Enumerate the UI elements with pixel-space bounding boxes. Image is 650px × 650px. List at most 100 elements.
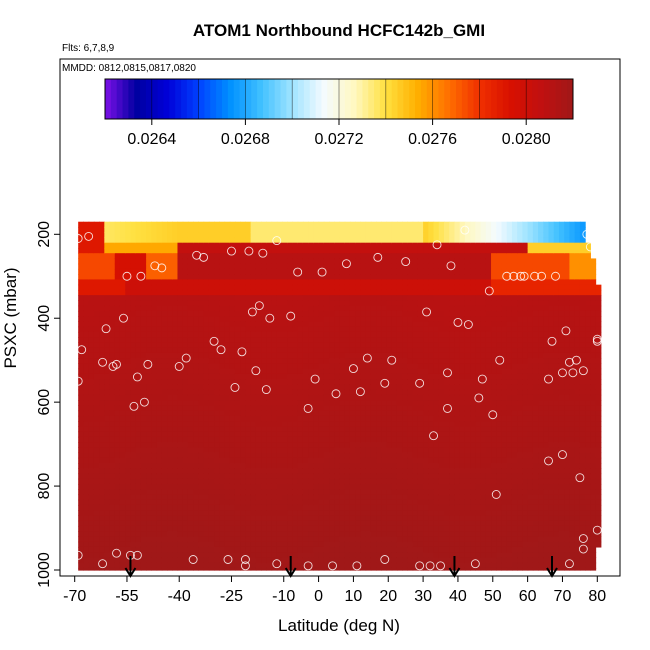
heatmap-cell bbox=[308, 379, 314, 385]
heatmap-cell bbox=[423, 300, 429, 307]
heatmap-cell bbox=[151, 279, 158, 286]
heatmap-cell bbox=[360, 289, 367, 296]
heatmap-cell bbox=[214, 258, 220, 265]
heatmap-cell bbox=[454, 363, 461, 370]
heatmap-cell bbox=[423, 247, 429, 254]
heatmap-cell bbox=[391, 389, 398, 396]
heatmap-cell bbox=[78, 305, 85, 312]
heatmap-cell bbox=[208, 305, 215, 312]
heatmap-cell bbox=[334, 253, 341, 260]
heatmap-cell bbox=[198, 268, 205, 275]
heatmap-cell bbox=[229, 536, 236, 543]
heatmap-cell bbox=[208, 247, 215, 254]
heatmap-cell bbox=[271, 515, 278, 522]
heatmap-cell bbox=[396, 342, 403, 349]
heatmap-cell bbox=[329, 373, 335, 380]
heatmap-cell bbox=[323, 337, 330, 343]
heatmap-cell bbox=[339, 415, 346, 422]
heatmap-cell bbox=[198, 525, 205, 532]
heatmap-cell bbox=[292, 442, 299, 448]
heatmap-cell bbox=[130, 494, 137, 501]
heatmap-cell bbox=[370, 494, 377, 501]
heatmap-cell bbox=[208, 489, 215, 496]
heatmap-cell bbox=[104, 515, 111, 522]
heatmap-cell bbox=[135, 268, 142, 275]
heatmap-cell bbox=[114, 284, 121, 291]
heatmap-cell bbox=[376, 316, 382, 322]
heatmap-cell bbox=[370, 342, 377, 349]
heatmap-cell bbox=[187, 326, 194, 333]
heatmap-cell bbox=[88, 483, 95, 490]
heatmap-cell bbox=[381, 463, 388, 469]
heatmap-cell bbox=[156, 400, 163, 406]
heatmap-cell bbox=[208, 337, 215, 343]
heatmap-cell bbox=[140, 321, 147, 328]
heatmap-cell bbox=[167, 305, 173, 312]
heatmap-cell bbox=[250, 263, 257, 270]
heatmap-cell bbox=[391, 310, 398, 317]
heatmap-cell bbox=[193, 405, 199, 412]
heatmap-cell bbox=[99, 352, 105, 359]
heatmap-cell bbox=[282, 436, 288, 443]
heatmap-cell bbox=[234, 468, 241, 475]
heatmap-cell bbox=[140, 457, 147, 464]
heatmap-cell bbox=[198, 316, 205, 322]
heatmap-cell bbox=[229, 253, 236, 260]
heatmap-cell bbox=[308, 510, 314, 517]
heatmap-cell bbox=[407, 389, 414, 396]
heatmap-cell bbox=[287, 483, 294, 490]
heatmap-cell bbox=[407, 405, 414, 412]
heatmap-cell bbox=[329, 274, 335, 281]
heatmap-cell bbox=[292, 310, 299, 317]
heatmap-cell bbox=[167, 331, 173, 338]
heatmap-cell bbox=[187, 525, 194, 532]
heatmap-cell bbox=[125, 331, 132, 338]
heatmap-cell bbox=[287, 421, 294, 427]
heatmap-cell bbox=[135, 410, 142, 417]
heatmap-cell bbox=[376, 531, 382, 538]
heatmap-cell bbox=[161, 494, 168, 501]
heatmap-cell bbox=[386, 342, 393, 349]
heatmap-cell bbox=[234, 379, 241, 385]
heatmap-cell bbox=[376, 237, 382, 244]
heatmap-cell bbox=[444, 258, 450, 265]
heatmap-cell bbox=[109, 562, 116, 569]
heatmap-cell bbox=[454, 494, 461, 501]
heatmap-cell bbox=[250, 258, 257, 265]
heatmap-cell bbox=[444, 531, 450, 538]
heatmap-cell bbox=[360, 284, 367, 291]
heatmap-cell bbox=[250, 520, 257, 527]
heatmap-cell bbox=[250, 405, 257, 412]
heatmap-cell bbox=[104, 268, 111, 275]
heatmap-cell bbox=[109, 494, 116, 501]
heatmap-cell bbox=[266, 342, 273, 349]
heatmap-cell bbox=[444, 447, 450, 454]
heatmap-cell bbox=[266, 373, 273, 380]
heatmap-cell bbox=[140, 410, 147, 417]
heatmap-cell bbox=[83, 274, 90, 281]
heatmap-cell bbox=[271, 373, 278, 380]
heatmap-cell bbox=[214, 431, 220, 438]
heatmap-cell bbox=[349, 520, 356, 527]
heatmap-cell bbox=[449, 337, 456, 343]
heatmap-cell bbox=[146, 442, 152, 448]
heatmap-cell bbox=[224, 483, 231, 490]
heatmap-cell bbox=[78, 536, 85, 543]
heatmap-cell bbox=[234, 310, 241, 317]
heatmap-cell bbox=[172, 552, 179, 559]
heatmap-cell bbox=[313, 552, 320, 559]
heatmap-cell bbox=[255, 352, 262, 359]
heatmap-cell bbox=[287, 426, 294, 433]
heatmap-cell bbox=[438, 489, 445, 496]
heatmap-cell bbox=[104, 289, 111, 296]
heatmap-cell bbox=[376, 279, 382, 286]
heatmap-cell bbox=[423, 552, 429, 559]
heatmap-cell bbox=[140, 452, 147, 459]
heatmap-cell bbox=[161, 352, 168, 359]
heatmap-cell bbox=[386, 436, 393, 443]
heatmap-cell bbox=[402, 305, 409, 312]
heatmap-cell bbox=[187, 415, 194, 422]
heatmap-cell bbox=[255, 520, 262, 527]
heatmap-cell bbox=[151, 489, 158, 496]
heatmap-cell bbox=[396, 326, 403, 333]
